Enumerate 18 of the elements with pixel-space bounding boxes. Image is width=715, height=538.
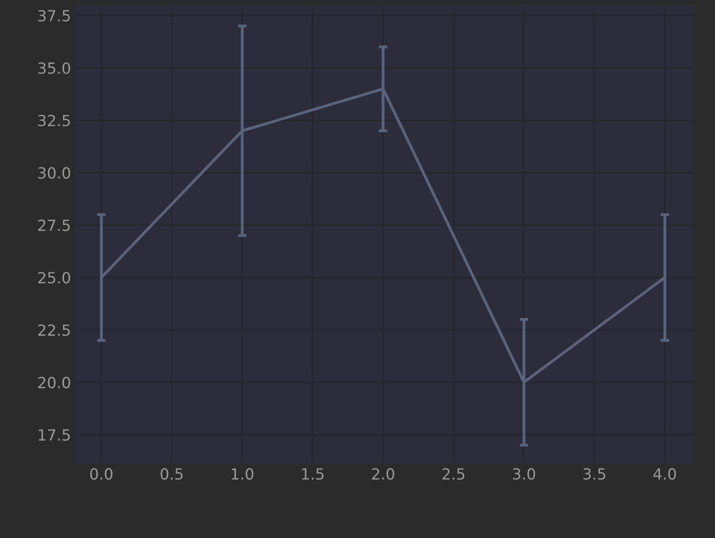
y-tick-label: 27.5 xyxy=(38,220,70,232)
x-tick-label: 1.5 xyxy=(302,468,324,480)
y-tick-label: 30.0 xyxy=(38,167,70,179)
x-tick-label: 3.5 xyxy=(583,468,606,480)
y-tick-label: 20.0 xyxy=(38,376,70,388)
y-tick-label: 37.5 xyxy=(38,10,70,22)
y-tick-label: 32.5 xyxy=(38,114,70,126)
y-tick-label: 25.0 xyxy=(38,272,70,284)
x-tick-label: 2.5 xyxy=(442,468,464,480)
x-tick-label: 1.0 xyxy=(232,468,254,480)
x-tick-label: 2.0 xyxy=(372,468,394,480)
x-tick-label: 0.0 xyxy=(90,468,112,480)
y-tick-label: 17.5 xyxy=(38,429,70,441)
x-tick-label: 4.0 xyxy=(653,468,676,480)
y-tick-label: 22.5 xyxy=(38,324,70,336)
x-tick-label: 0.5 xyxy=(160,468,183,480)
y-tick-label: 35.0 xyxy=(38,62,70,74)
x-tick-label: 3.0 xyxy=(512,468,536,480)
